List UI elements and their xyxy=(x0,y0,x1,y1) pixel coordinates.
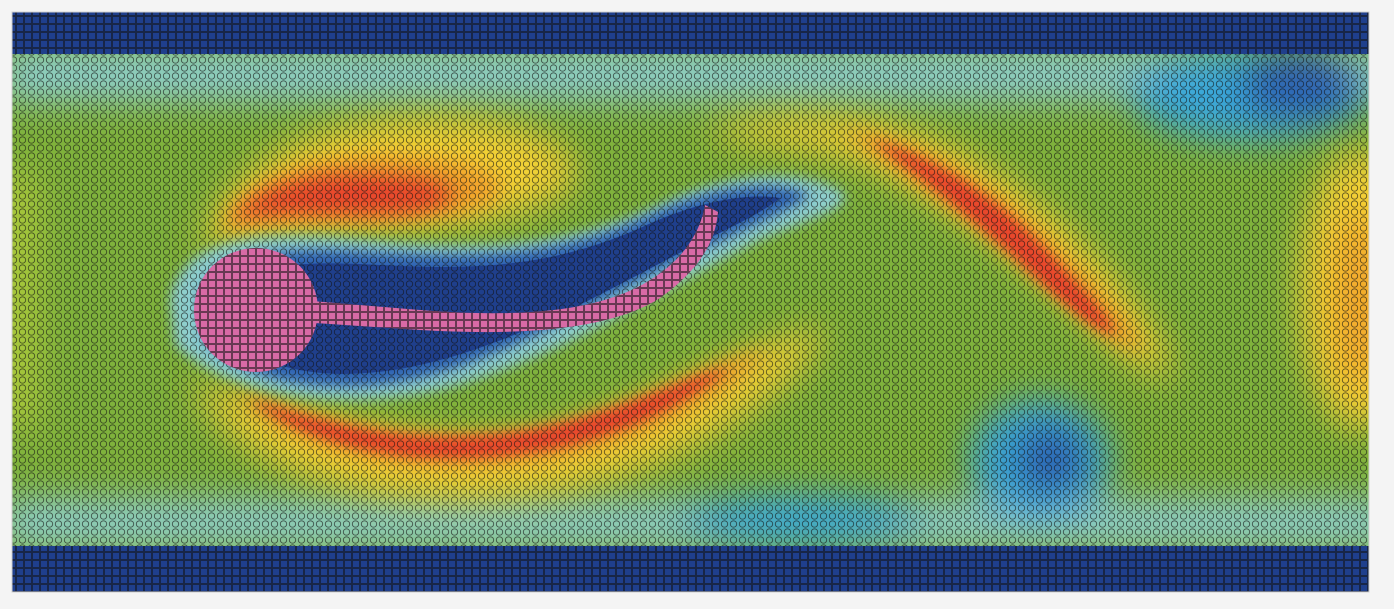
top-wall-texture xyxy=(12,12,1369,54)
bottom-wall-texture xyxy=(12,546,1369,592)
flexible-filament-texture xyxy=(300,205,718,333)
cylinder-texture xyxy=(194,248,318,372)
solid-body xyxy=(194,205,718,372)
frame-border xyxy=(11,11,1370,593)
